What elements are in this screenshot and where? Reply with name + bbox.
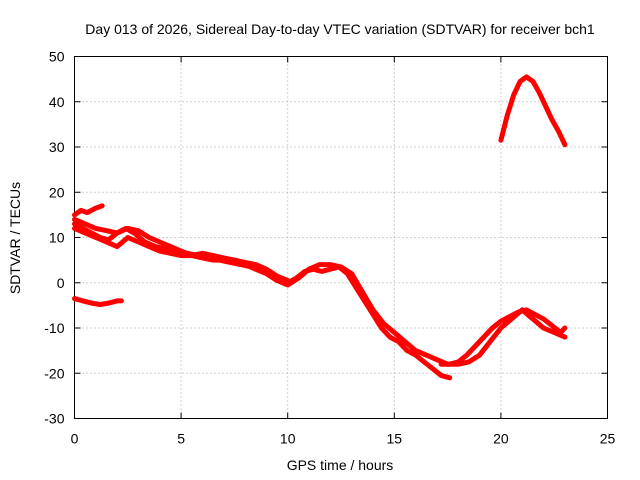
x-tick-label: 5 [177,431,185,447]
series-line-trace-e [438,307,568,367]
y-tick-label: 40 [49,94,65,110]
y-tick-label: 30 [49,139,65,155]
x-tick-label: 20 [493,431,509,447]
y-tick-label: -10 [44,320,64,336]
series-line-trace-d [72,225,568,367]
y-tick-label: 0 [57,275,65,291]
y-axis-label: SDTVAR / TECUs [7,182,23,294]
x-tick-label: 10 [280,431,296,447]
series-line-trace-g [498,74,568,148]
x-tick-label: 0 [71,431,79,447]
y-tick-label: 20 [49,184,65,200]
series-line-trace-f [72,296,124,307]
grid-lines [74,56,608,419]
y-tick-label: -20 [44,365,64,381]
data-traces [72,74,568,381]
chart-title: Day 013 of 2026, Sidereal Day-to-day VTE… [85,21,595,37]
x-axis-label: GPS time / hours [287,457,394,473]
series-line-trace-c [72,216,291,283]
y-tick-label: 50 [49,49,65,65]
y-tick-label: 10 [49,230,65,246]
x-tick-label: 15 [387,431,403,447]
series-line-trace-a [72,203,105,218]
y-tick-label: -30 [44,411,64,427]
series-line-trace-b [72,221,453,381]
x-tick-label: 25 [600,431,616,447]
axis-ticks: 0 5 10 15 20 25 -30 -20 -10 0 10 20 30 40 50 [44,49,615,447]
